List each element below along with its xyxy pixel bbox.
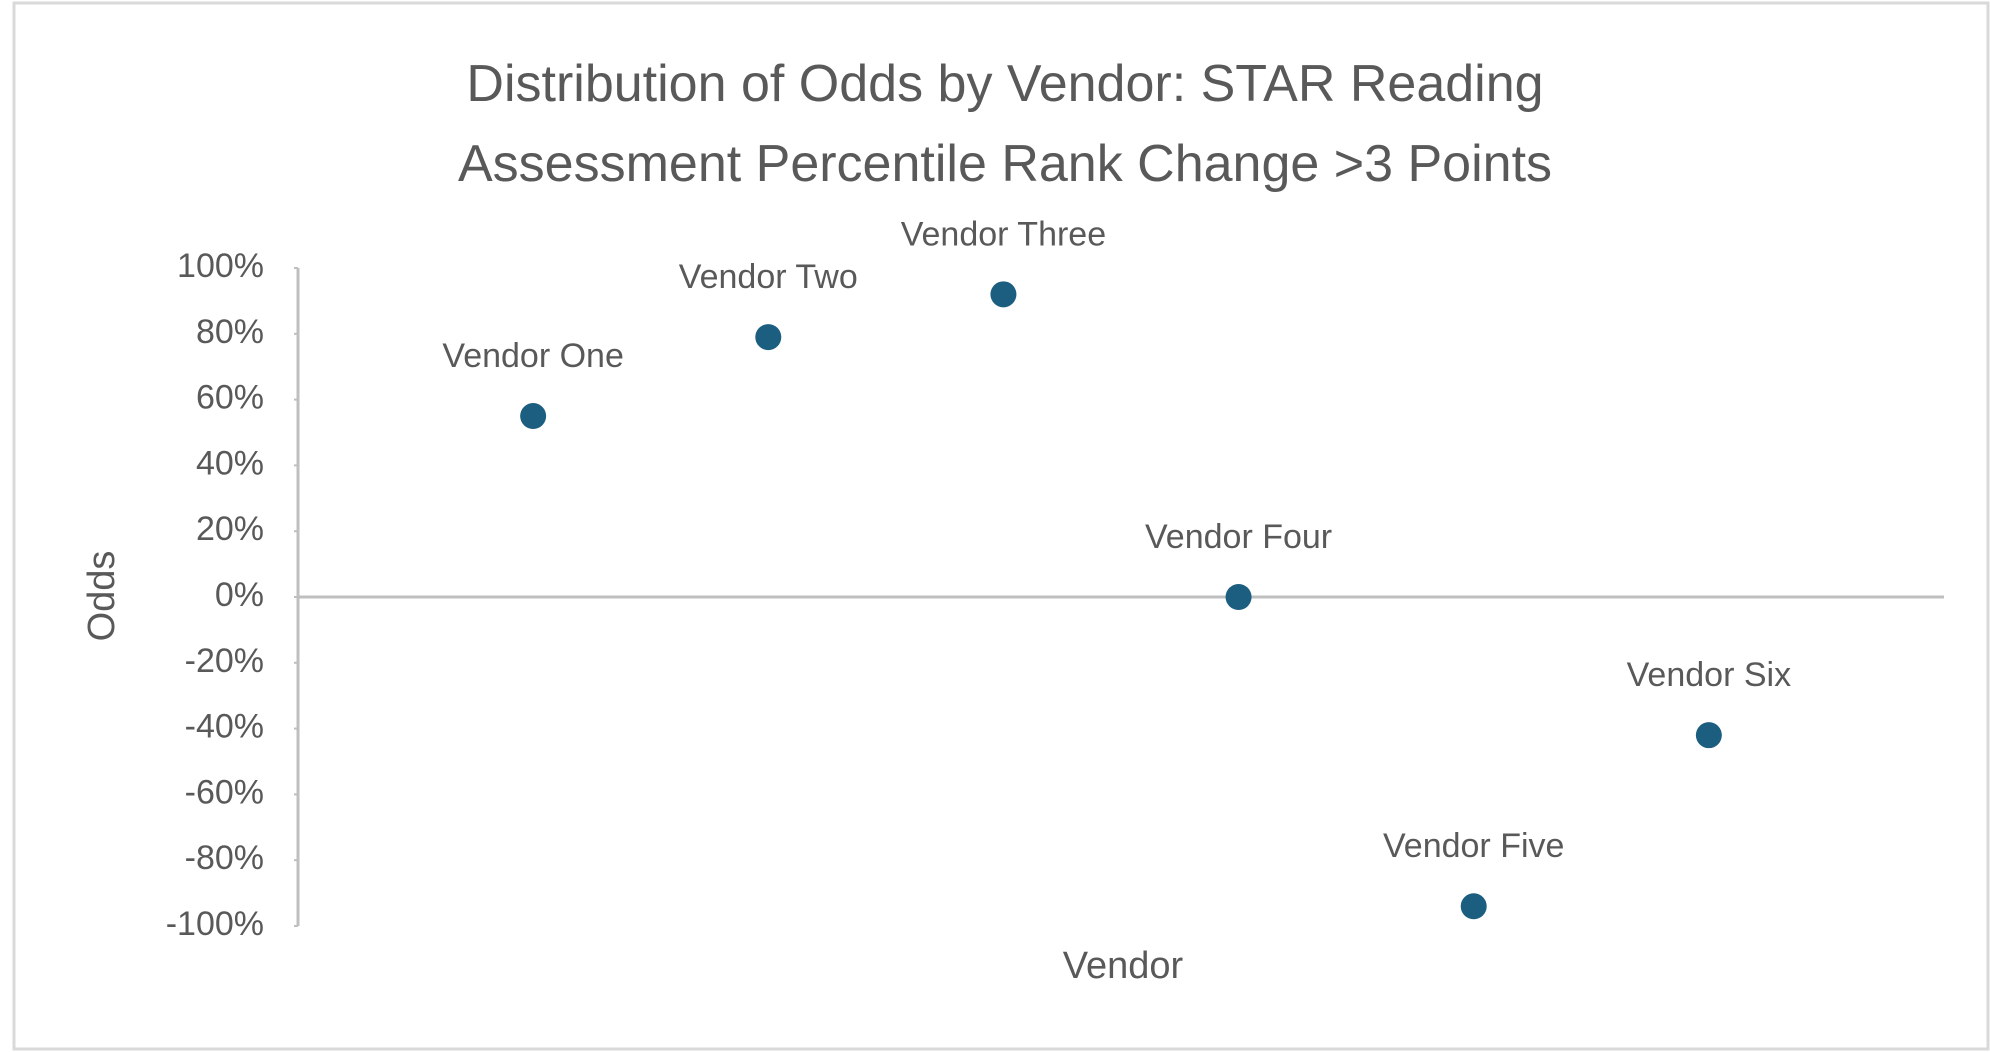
data-point [1460,893,1487,920]
y-tick-label: 100% [177,247,264,285]
data-point [990,281,1017,308]
y-tick-label: -60% [185,773,264,811]
y-tick-label: -20% [185,642,264,680]
y-tick-label: -100% [166,905,264,943]
x-axis-title: Vendor [1063,945,1184,987]
data-label: Vendor Six [1627,656,1791,694]
data-point [1225,584,1252,610]
y-tick-label: -40% [185,708,264,746]
data-label: Vendor Five [1383,827,1564,865]
y-tick-label: -80% [185,839,264,877]
chart-title: Distribution of Odds by Vendor: STAR Rea… [457,55,1553,193]
data-point [1695,722,1722,749]
chart-frame [12,1,1990,1051]
y-tick-label: 0% [215,576,264,614]
y-tick-label: 60% [196,379,264,417]
data-point [520,403,547,430]
y-tick-label: 20% [196,510,264,548]
y-tick-label: 80% [196,313,264,351]
y-tick-label: 40% [196,444,264,482]
y-axis-title: Odds [81,551,123,642]
data-label: Vendor Three [901,215,1106,253]
data-point [755,324,782,351]
data-label: Vendor One [442,337,623,375]
data-label: Vendor Four [1145,518,1332,556]
data-label: Vendor Two [679,258,858,296]
